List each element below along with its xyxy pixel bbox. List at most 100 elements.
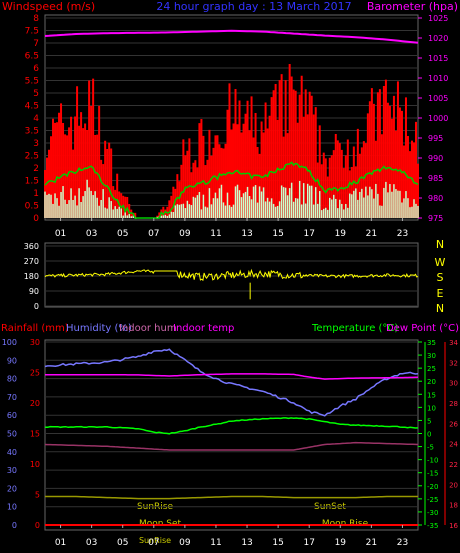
barometer-y-tick: 995 [428,134,443,143]
indoor-hum-axis-title: Indoor hum [119,323,177,334]
barometer-line [44,29,419,44]
temperature-x-tick: 07 [148,538,159,548]
direction-y-tick: 360 [24,242,39,251]
wind-y-tick: 2.5 [25,152,39,162]
temperature-y-tick: 10 [427,404,436,412]
wind-average-line [44,161,419,220]
dew-point-y-tick: 26 [449,420,458,428]
dew-point-y-tick: 30 [449,380,458,388]
wind-x-tick: 11 [210,229,221,239]
dew-point-y-tick: 34 [449,339,458,347]
barometer-y-tick: 1015 [428,54,448,63]
wind-x-tick: 03 [86,229,97,239]
temperature-x-tick: 11 [210,538,221,548]
humidity-y-tick: 100 [2,338,17,347]
humidity-y-tick: 10 [7,503,17,512]
humidity-axis-title: Humidity (%) [66,323,132,334]
wind-y-tick: 1 [33,189,39,199]
temperature-y-tick: 30 [427,352,436,360]
wind-y-tick: 3 [33,139,39,149]
barometer-y-tick: 1025 [428,14,448,23]
barometer-y-tick: 1010 [428,74,448,83]
temperature-y-tick: 20 [427,378,436,386]
wind-y-tick: 2 [33,164,39,174]
temperature-x-tick: 23 [397,538,408,548]
barometer-y-tick: 1000 [428,114,448,123]
direction-panel-frame [44,242,419,308]
humidity-y-tick: 30 [7,466,17,475]
temperature-y-tick: -35 [427,522,438,530]
humidity-y-tick: 70 [7,393,17,402]
wind-x-tick: 13 [241,229,252,239]
temperature-line [44,417,419,435]
temperature-y-tick: -15 [427,470,438,478]
dew-point-y-tick: 32 [449,359,458,367]
barometer-y-tick: 1020 [428,34,448,43]
indoor-hum-line [44,441,419,451]
indoor-temp-axis-title: Indoor temp [173,323,234,334]
wind-y-tick: 5.5 [25,77,39,87]
rainfall-axis-title: Rainfall (mm) [1,323,69,334]
humidity-y-tick: 40 [7,448,17,457]
direction-letter-w: W [435,256,446,269]
dew-point-y-tick: 16 [449,522,458,530]
direction-y-tick: 90 [29,287,39,296]
rain-y-tick: 25 [30,369,40,378]
wind-y-tick: 4 [33,114,39,124]
temperature-y-tick: -25 [427,496,438,504]
wind-y-tick: 1.5 [25,177,39,187]
temperature-x-tick: 19 [335,538,347,548]
barometer-axis-title: Barometer (hpa) [367,0,458,13]
direction-letter-s: S [437,271,444,284]
rain-y-tick: 0 [35,521,40,530]
wind-y-tick: 6.5 [25,52,39,62]
temperature-y-tick: -30 [427,509,438,517]
temperature-x-tick: 03 [86,538,97,548]
wind-x-tick: 01 [55,229,66,239]
temperature-y-tick: 5 [427,417,431,425]
wind-y-tick: 6 [33,64,39,74]
wind-y-tick: 7.5 [25,27,39,37]
wind-y-tick: 3.5 [25,127,39,137]
dew-point-y-tick: 18 [449,502,458,510]
temperature-x-tick: 05 [117,538,128,548]
temperature-y-tick: -20 [427,483,438,491]
barometer-y-tick: 980 [428,194,443,203]
humidity-y-tick: 20 [7,484,17,493]
temperature-y-tick: -10 [427,457,438,465]
rain-y-tick: 15 [30,430,40,439]
wind-x-tick: 09 [179,229,191,239]
direction-letter-e: E [437,287,444,300]
temperature-x-tick: 01 [55,538,66,548]
dew-point-y-tick: 20 [449,481,458,489]
temperature-y-tick: 35 [427,339,436,347]
wind-x-tick: 07 [148,229,159,239]
chart-title: 24 hour graph day : 13 March 2017 [156,0,351,13]
temperature-x-tick: 15 [272,538,283,548]
wind-x-tick: 15 [272,229,283,239]
dew-point-axis-title: Dew Point (°C) [386,323,459,334]
wind-x-tick: 21 [366,229,377,239]
wind-direction-line [44,268,419,282]
rain-y-tick: 20 [30,399,40,408]
temperature-x-tick: 17 [303,538,314,548]
windspeed-axis-title: Windspeed (m/s) [2,0,95,13]
humidity-y-tick: 50 [7,430,17,439]
rain-y-tick: 5 [35,491,40,500]
dew-point-y-tick: 22 [449,461,458,469]
dew-point-y-tick: 28 [449,400,458,408]
humidity-y-tick: 90 [7,356,17,365]
direction-letter-n: N [436,238,444,251]
wind-x-tick: 23 [397,229,408,239]
dew-point-y-tick: 24 [449,441,458,449]
barometer-y-tick: 990 [428,154,443,163]
direction-y-tick: 180 [24,272,39,281]
temperature-axis-title: Temperature (°C) [311,323,398,334]
temperature-x-tick: 09 [179,538,191,548]
wind-y-tick: 7 [33,39,39,49]
temperature-y-tick: 0 [427,431,431,439]
temperature-x-tick: 13 [241,538,252,548]
temperature-y-tick: 25 [427,365,436,373]
rain-y-tick: 10 [30,460,40,469]
